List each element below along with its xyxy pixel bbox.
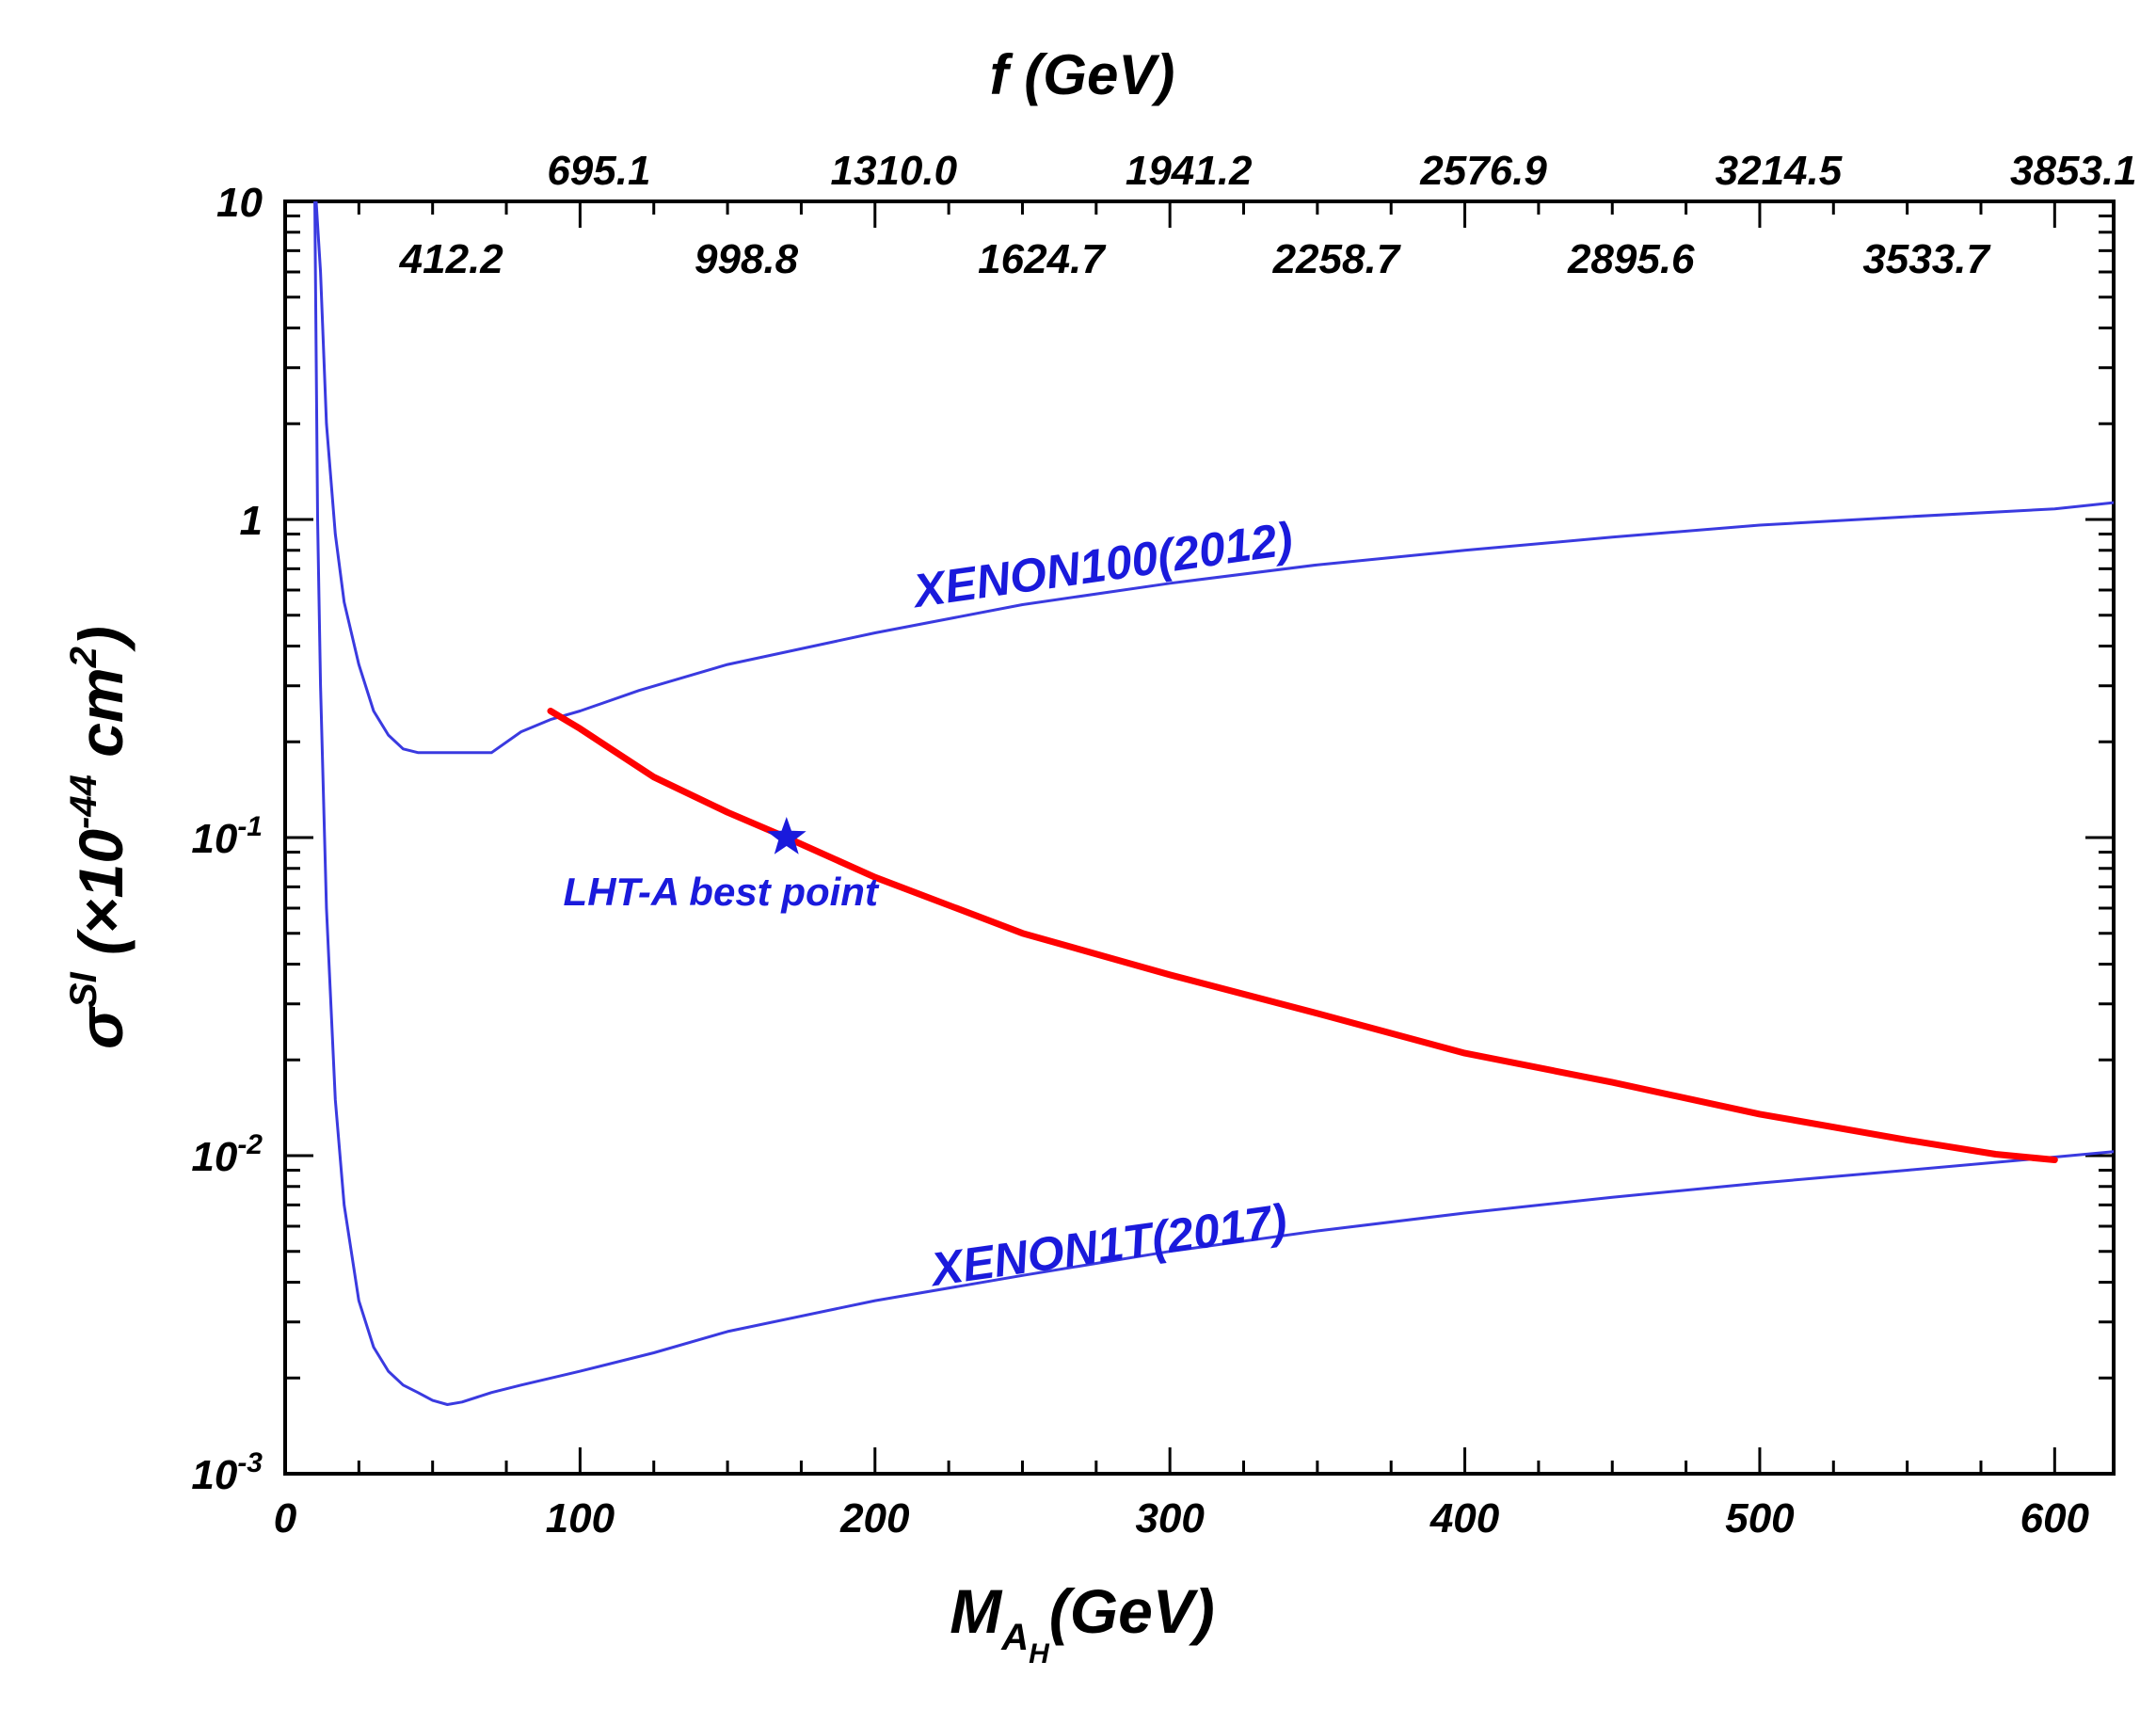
series-line-xenon — [314, 201, 2114, 755]
curve-label: XENON1T(2017) — [925, 1194, 1290, 1297]
top-tick-label: 2895.6 — [1567, 236, 1695, 282]
top-tick-label: 998.8 — [695, 236, 799, 282]
top-tick-label: 412.2 — [399, 236, 504, 282]
curve-label: XENON100(2012) — [907, 512, 1296, 617]
top-tick-label: 2576.9 — [1419, 148, 1547, 194]
x-tick-label: 400 — [1429, 1495, 1500, 1541]
series-layer — [313, 201, 2114, 1406]
plot-frame — [283, 200, 2116, 1476]
top-tick-label: 1624.7 — [978, 236, 1107, 282]
top-tick-label: 3214.5 — [1716, 148, 1843, 194]
top-tick-label: 1941.2 — [1126, 148, 1253, 194]
x-axis-title: MAH(GeV) — [950, 1576, 1215, 1669]
y-tick-label: 10-2 — [191, 1129, 263, 1180]
y-axis-title: σSI (×10-44 cm2) — [63, 626, 136, 1049]
top-tick-label: 1310.0 — [830, 148, 957, 194]
series-line-lht — [547, 708, 2058, 1163]
x-tick-label: 200 — [839, 1495, 910, 1541]
x-tick-label: 0 — [274, 1495, 297, 1541]
y-tick-label: 10 — [216, 180, 263, 226]
series-line-xenon — [313, 201, 2114, 1406]
x-tick-label: 500 — [1725, 1495, 1795, 1541]
top-axis-title: f (GeV) — [990, 43, 1175, 106]
top-tick-label: 3533.7 — [1862, 236, 1991, 282]
x-tick-label: 100 — [546, 1495, 615, 1541]
top-tick-label: 3853.1 — [2010, 148, 2137, 194]
y-tick-label: 10-3 — [191, 1447, 263, 1498]
axis-ticks — [283, 201, 2114, 1476]
top-tick-label: 695.1 — [547, 148, 650, 194]
best-point-label: LHT-A best point — [564, 870, 880, 914]
x-tick-label: 600 — [2020, 1495, 2090, 1541]
y-tick-label: 10-1 — [191, 811, 263, 862]
best-point-star — [766, 817, 807, 854]
x-tick-label: 300 — [1135, 1495, 1205, 1541]
top-tick-label: 2258.7 — [1272, 236, 1402, 282]
y-tick-label: 1 — [240, 498, 263, 544]
labels-layer: 0 100 200 300 400 500 600 10-3 10-2 10-1 1 10 695.1 1… — [191, 148, 2136, 1541]
